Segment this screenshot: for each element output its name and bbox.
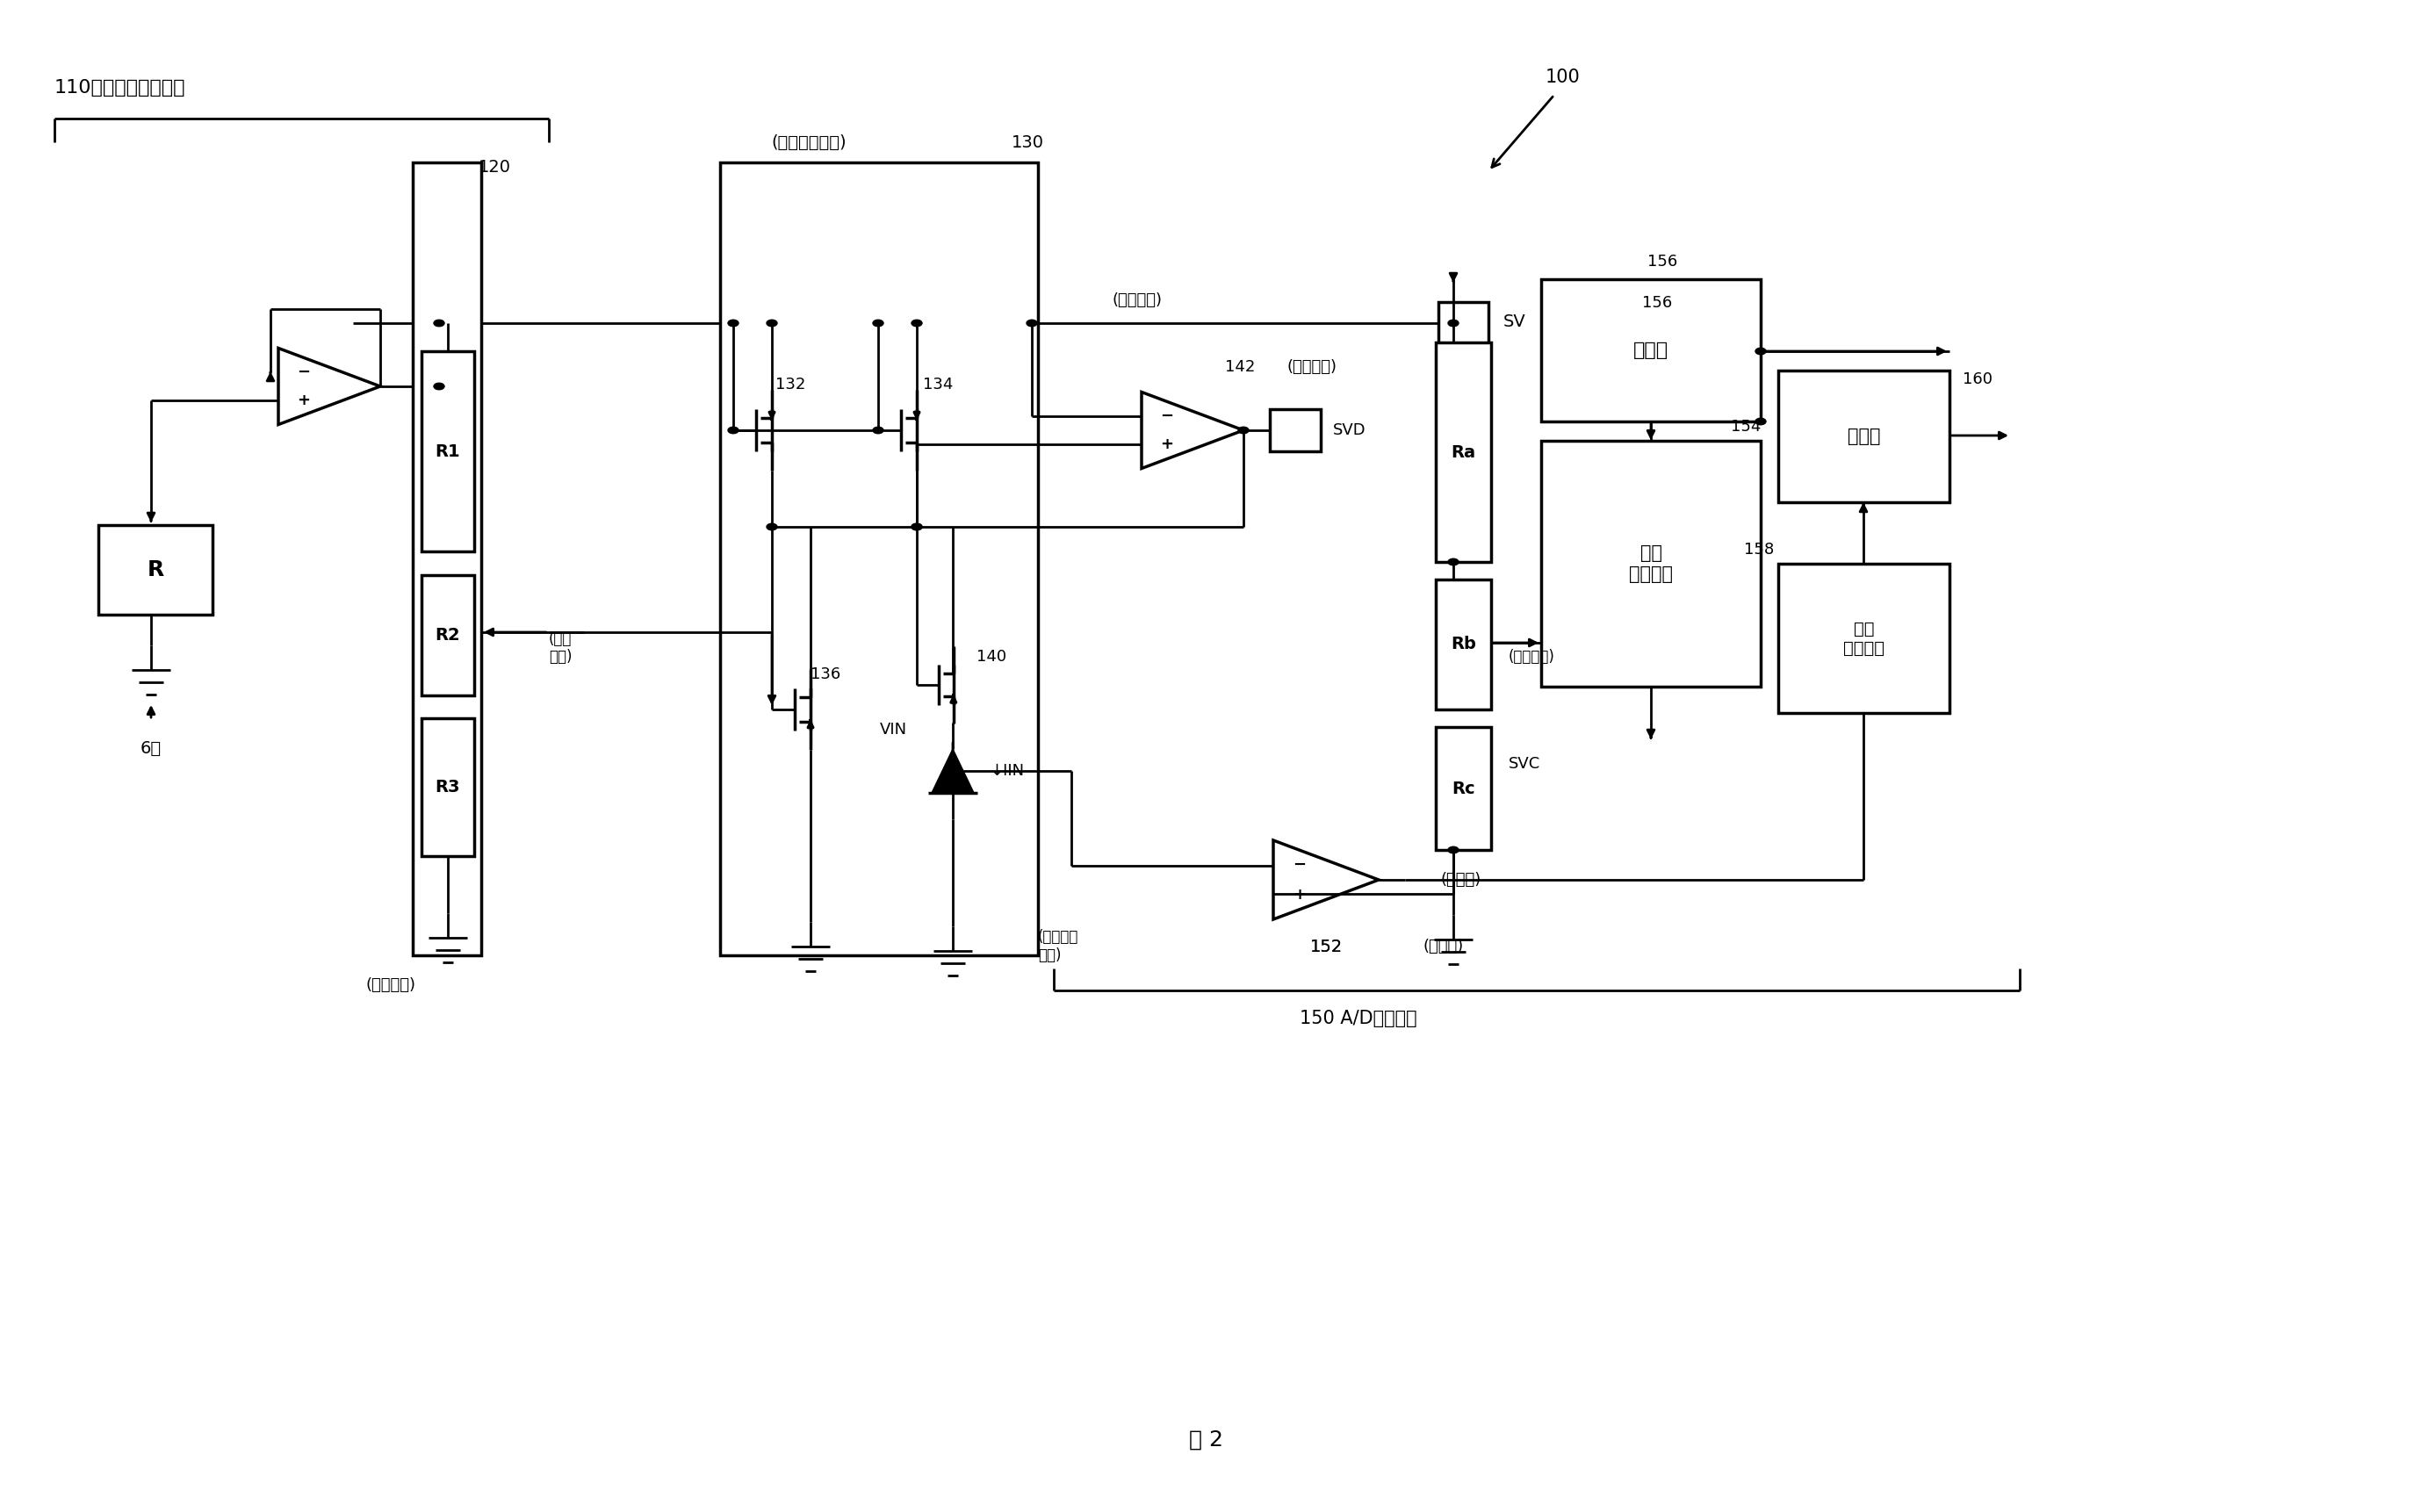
Text: 134: 134 (922, 376, 954, 393)
Polygon shape (932, 748, 973, 792)
Bar (1439, 302, 1489, 345)
Circle shape (1448, 321, 1458, 327)
Text: +: + (297, 393, 311, 408)
Text: 130: 130 (1011, 135, 1045, 151)
Text: 160: 160 (1963, 372, 1992, 387)
Text: 寄存器: 寄存器 (1847, 428, 1881, 445)
Text: (电流发生电路): (电流发生电路) (770, 135, 847, 151)
Bar (1779, 564, 1951, 714)
Text: Rc: Rc (1451, 780, 1475, 797)
Circle shape (729, 426, 739, 434)
Text: VIN: VIN (879, 721, 908, 738)
Text: (第二分压): (第二分压) (1509, 649, 1555, 665)
Text: 152: 152 (1311, 937, 1342, 956)
Circle shape (1448, 847, 1458, 853)
Text: 154: 154 (1731, 419, 1760, 434)
Circle shape (912, 321, 922, 327)
Text: 136: 136 (811, 667, 840, 682)
Bar (1779, 370, 1951, 502)
Circle shape (768, 523, 777, 531)
Circle shape (435, 321, 444, 327)
Text: 可变
控制电路: 可变 控制电路 (1629, 544, 1673, 582)
Text: SVC: SVC (1509, 756, 1540, 771)
Text: ↓IIN: ↓IIN (990, 764, 1024, 779)
Text: R1: R1 (435, 443, 461, 460)
Bar (719, 162, 1038, 956)
Text: SVD: SVD (1333, 422, 1366, 438)
Text: 142: 142 (1224, 360, 1255, 375)
Circle shape (1755, 348, 1767, 354)
Text: R2: R2 (435, 627, 461, 644)
Text: 150 A/D转换电路: 150 A/D转换电路 (1299, 1010, 1417, 1027)
Text: (第一
分压): (第一 分压) (548, 631, 572, 665)
Text: SV: SV (1504, 313, 1526, 330)
Text: 图 2: 图 2 (1190, 1429, 1224, 1450)
Bar (1270, 410, 1320, 451)
Text: +: + (1161, 437, 1173, 452)
Text: Ra: Ra (1451, 445, 1475, 461)
Bar (422, 575, 473, 696)
Text: +: + (1294, 886, 1306, 903)
Circle shape (729, 321, 739, 327)
Text: R3: R3 (435, 779, 461, 795)
Bar (422, 351, 473, 552)
Text: 边缘
检测电路: 边缘 检测电路 (1844, 620, 1885, 656)
Text: (模拟电压): (模拟电压) (1287, 360, 1337, 375)
Bar (1436, 727, 1492, 850)
Text: (基准电压): (基准电压) (1113, 292, 1161, 308)
Circle shape (874, 426, 884, 434)
Text: 152: 152 (1311, 937, 1342, 956)
Circle shape (768, 321, 777, 327)
Circle shape (912, 523, 922, 531)
Text: (比较器): (比较器) (1422, 939, 1463, 954)
Text: R: R (147, 559, 164, 581)
Text: 156: 156 (1642, 295, 1673, 311)
Text: 计数器: 计数器 (1634, 342, 1668, 360)
Text: 158: 158 (1743, 541, 1774, 558)
Circle shape (1755, 419, 1767, 425)
Circle shape (1238, 426, 1248, 434)
Bar (1540, 280, 1760, 422)
Text: (数字值): (数字值) (1441, 872, 1480, 888)
Text: −: − (1161, 408, 1173, 423)
Bar (1540, 442, 1760, 686)
Text: 140: 140 (978, 649, 1007, 665)
Text: 132: 132 (775, 376, 806, 393)
Bar (1436, 342, 1492, 562)
Circle shape (1448, 558, 1458, 565)
Text: −: − (1294, 857, 1306, 872)
Bar (422, 718, 473, 856)
Text: 120: 120 (478, 159, 512, 175)
Text: 110基准电压发生电路: 110基准电压发生电路 (56, 79, 186, 97)
Bar (1436, 579, 1492, 709)
Text: 156: 156 (1646, 254, 1678, 269)
Circle shape (1026, 321, 1038, 327)
Bar (413, 162, 480, 956)
Circle shape (435, 383, 444, 390)
Text: 6位: 6位 (140, 739, 162, 756)
Circle shape (874, 321, 884, 327)
Text: Rb: Rb (1451, 637, 1475, 653)
Circle shape (912, 523, 922, 531)
Bar (99, 525, 212, 615)
Text: (电压发生
电路): (电压发生 电路) (1038, 928, 1079, 963)
Text: −: − (297, 364, 311, 380)
Text: 100: 100 (1545, 68, 1581, 86)
Text: (熔断电路): (熔断电路) (367, 977, 415, 993)
